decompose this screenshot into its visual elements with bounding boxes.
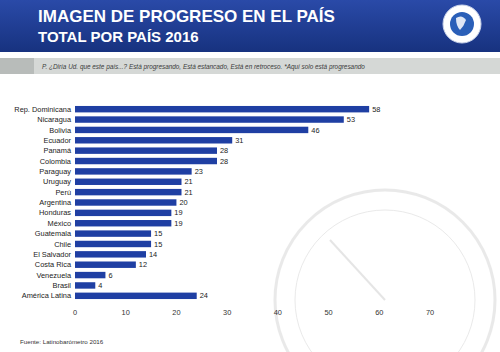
data-label: 19: [174, 208, 182, 217]
category-label: Argentina: [39, 198, 72, 207]
bar: [75, 106, 369, 112]
category-label: Paraguay: [39, 167, 71, 176]
bar: [75, 189, 182, 195]
logo: [443, 5, 481, 43]
header-band: [0, 0, 500, 52]
category-label: Colombia: [40, 157, 72, 166]
bar: [75, 199, 176, 205]
data-label: 4: [98, 281, 102, 290]
category-label: Uruguay: [43, 177, 71, 186]
data-label: 31: [235, 136, 243, 145]
chart-root: IMAGEN DE PROGRESO EN EL PAÍS TOTAL POR P…: [0, 0, 500, 352]
data-label: 20: [179, 198, 187, 207]
data-label: 53: [347, 115, 355, 124]
data-label: 46: [311, 126, 319, 135]
bar: [75, 272, 105, 278]
bar: [75, 230, 151, 236]
data-label: 21: [185, 188, 193, 197]
bar: [75, 179, 182, 185]
chart-svg: IMAGEN DE PROGRESO EN EL PAÍS TOTAL POR P…: [0, 0, 500, 352]
question-band: [0, 58, 500, 74]
category-label: Bolivia: [49, 126, 72, 135]
category-label: Venezuela: [36, 271, 71, 280]
category-label: Guatemala: [35, 229, 72, 238]
category-label: Ecuador: [43, 136, 71, 145]
data-label: 21: [185, 177, 193, 186]
tick-label: 40: [274, 308, 282, 317]
bar: [75, 158, 217, 164]
data-label: 14: [149, 250, 157, 259]
question-band-accent: [0, 58, 34, 74]
data-label: 19: [174, 219, 182, 228]
data-label: 58: [372, 105, 380, 114]
category-label: Nicaragua: [37, 115, 72, 124]
bar: [75, 127, 308, 133]
data-label: 6: [108, 271, 112, 280]
data-label: 23: [195, 167, 203, 176]
tick-label: 60: [375, 308, 383, 317]
category-label: México: [48, 219, 71, 228]
watermark: [275, 190, 495, 352]
tick-label: 10: [122, 308, 130, 317]
category-label: Costa Rica: [35, 260, 72, 269]
category-label: Rep. Dominicana: [14, 105, 72, 114]
bar: [75, 220, 171, 226]
category-label: Perú: [55, 188, 71, 197]
question: P. ¿Diría Ud. que este país...? Está pro…: [42, 63, 365, 71]
title: IMAGEN DE PROGRESO EN EL PAÍS: [38, 7, 335, 26]
data-label: 28: [220, 146, 228, 155]
data-label: 24: [200, 291, 208, 300]
category-label: Brasil: [53, 281, 72, 290]
bar: [75, 293, 197, 299]
data-label: 28: [220, 157, 228, 166]
category-label: Chile: [54, 240, 71, 249]
tick-label: 20: [172, 308, 180, 317]
category-label: Panamá: [43, 146, 71, 155]
category-label: Honduras: [39, 208, 71, 217]
bar: [75, 241, 151, 247]
tick-label: 0: [73, 308, 77, 317]
category-label: América Latina: [22, 291, 72, 300]
tick-label: 30: [223, 308, 231, 317]
data-label: 12: [139, 260, 147, 269]
bar: [75, 210, 171, 216]
tick-label: 70: [426, 308, 434, 317]
bar: [75, 116, 344, 122]
bar: [75, 282, 95, 288]
bar: [75, 251, 146, 257]
bar: [75, 147, 217, 153]
bars: [75, 106, 369, 299]
bar: [75, 261, 136, 267]
data-label: 15: [154, 240, 162, 249]
subtitle: TOTAL POR PAÍS 2016: [38, 28, 199, 45]
category-label: El Salvador: [33, 250, 71, 259]
data-label: 15: [154, 229, 162, 238]
tick-label: 50: [324, 308, 332, 317]
bar: [75, 168, 192, 174]
source: Fuente: Latinobarómetro 2016: [20, 338, 104, 345]
bar: [75, 137, 232, 143]
